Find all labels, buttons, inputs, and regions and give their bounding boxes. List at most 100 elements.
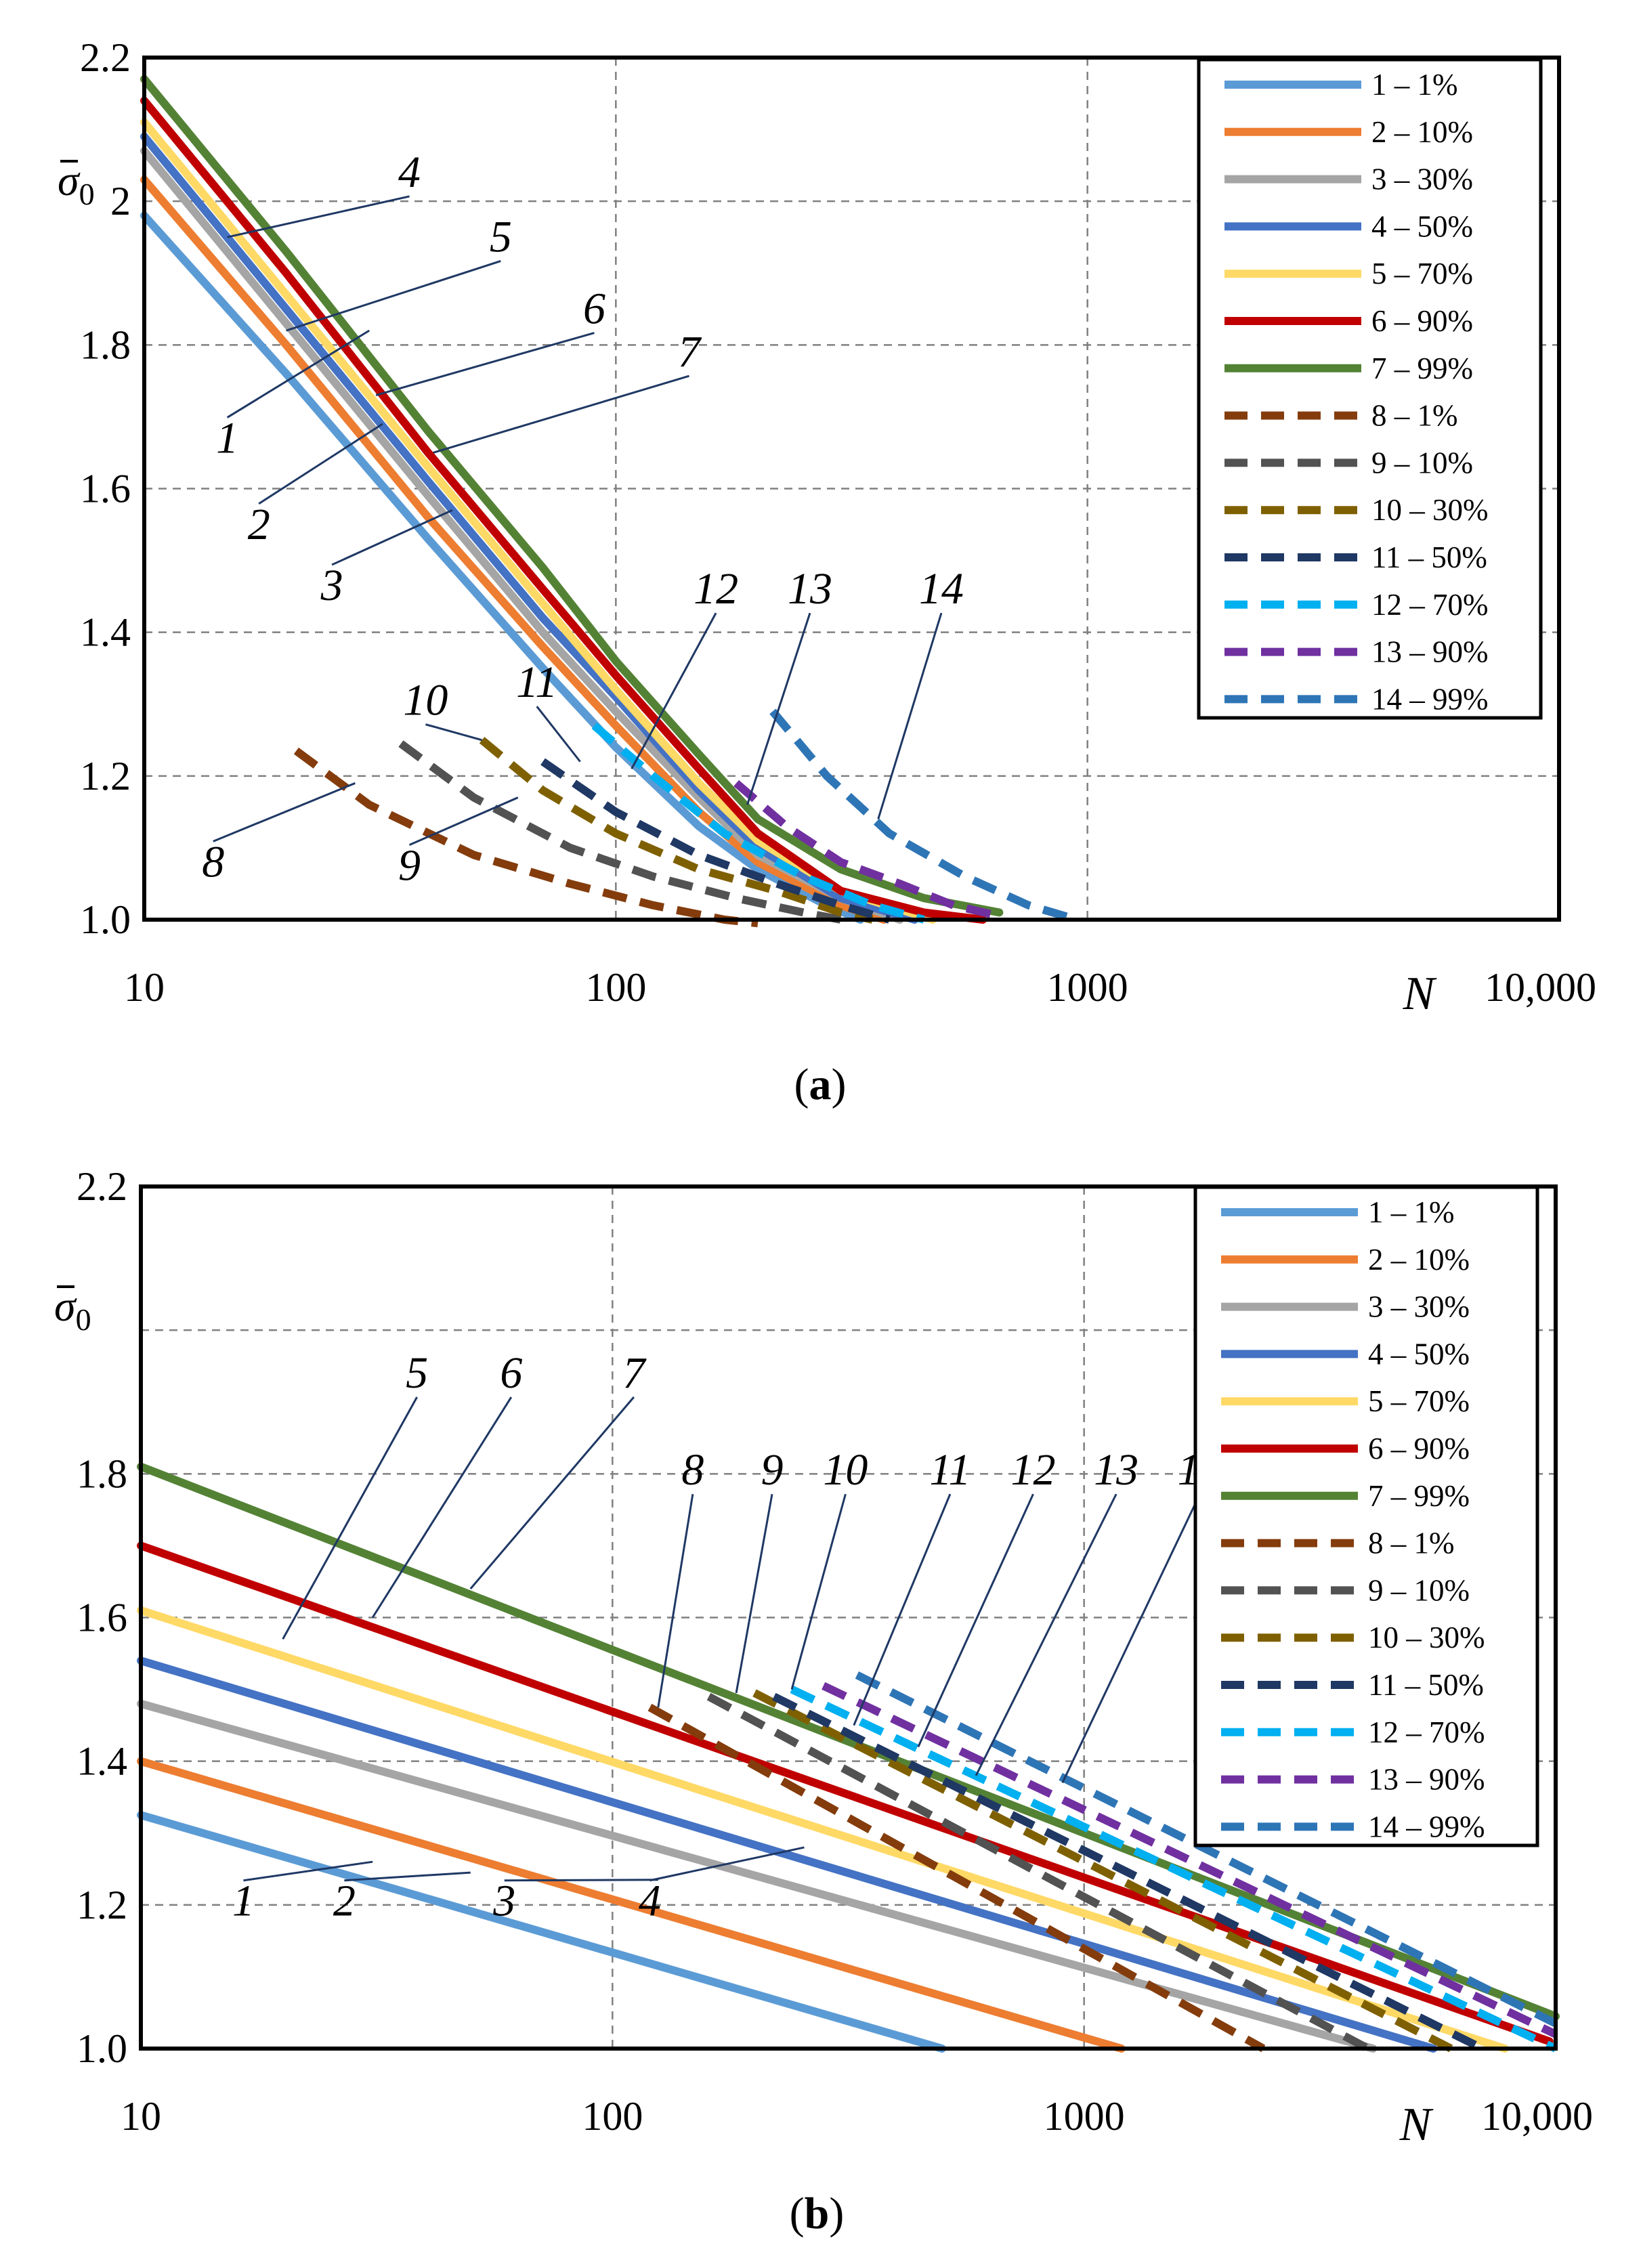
leader-line-2	[344, 1871, 471, 1882]
series-line-10	[479, 737, 874, 924]
leader-line-8	[213, 782, 356, 842]
curve-label-10: 10	[823, 1445, 868, 1495]
y-axis-label-subscript: 0	[79, 177, 95, 211]
curve-label-9: 9	[761, 1445, 784, 1495]
y-tick-label: 1.0	[80, 897, 131, 942]
legend-entry-5: 5 – 70%	[1368, 1384, 1470, 1418]
plot-frame	[139, 1184, 1558, 2051]
legend-entry-5: 5 – 70%	[1371, 257, 1473, 291]
x-tick-label: 100	[582, 2094, 643, 2139]
panel-caption: (a)	[794, 1060, 847, 1109]
leader-line-6	[375, 332, 595, 397]
series-line-9	[706, 1692, 1370, 2053]
legend-entry-14: 14 – 99%	[1371, 682, 1489, 716]
curve-label-10: 10	[403, 676, 448, 725]
y-tick-label: 1.2	[77, 1883, 127, 1927]
x-axis-label: N	[1399, 2099, 1434, 2151]
legend-entry-4: 4 – 50%	[1368, 1337, 1470, 1371]
leader-line-6	[371, 1396, 513, 1619]
curve-label-3: 3	[492, 1877, 515, 1926]
legend-entry-3: 3 – 30%	[1368, 1290, 1470, 1324]
y-tick-label: 2	[110, 179, 131, 223]
y-tick-label: 1.4	[80, 610, 131, 655]
legend-entry-1: 1 – 1%	[1371, 68, 1458, 102]
y-tick-label: 2.2	[80, 35, 131, 80]
legend-entry-11: 11 – 50%	[1371, 540, 1487, 574]
x-tick-label: 10	[124, 965, 165, 1010]
y-axis-label-symbol: σ	[54, 1282, 77, 1330]
legend-entry-4: 4 – 50%	[1371, 209, 1473, 243]
leader-line-10	[425, 723, 482, 742]
legend-entry-9: 9 – 10%	[1368, 1573, 1470, 1607]
series-line-9	[398, 740, 842, 924]
series-line-10	[752, 1689, 1453, 2053]
curve-label-4: 4	[639, 1877, 661, 1926]
curve-label-9: 9	[398, 841, 421, 891]
legend-entry-1: 1 – 1%	[1368, 1195, 1455, 1229]
caption-letter: b	[805, 2189, 830, 2238]
curve-label-13: 13	[788, 564, 832, 614]
leader-line-3	[331, 509, 453, 566]
caption-letter: a	[809, 1060, 832, 1109]
curve-label-6: 6	[500, 1348, 522, 1398]
legend-entry-8: 8 – 1%	[1371, 399, 1458, 433]
curve-label-11: 11	[516, 658, 557, 707]
legend-entry-12: 12 – 70%	[1368, 1715, 1485, 1749]
leader-line-11	[853, 1493, 952, 1726]
curve-label-4: 4	[398, 148, 421, 197]
legend-box	[1197, 58, 1543, 720]
plot-frame	[142, 56, 1561, 922]
legend-entry-7: 7 – 99%	[1371, 351, 1473, 385]
y-axis-label-symbol: σ	[58, 156, 81, 205]
legend-entry-3: 3 – 30%	[1371, 163, 1473, 196]
x-tick-label: 10	[121, 2094, 161, 2139]
leader-line-5	[286, 259, 501, 332]
leader-line-1	[226, 329, 370, 419]
y-tick-label: 1.0	[77, 2026, 127, 2071]
legend-entry-12: 12 – 70%	[1371, 588, 1489, 622]
legend-entry-14: 14 – 99%	[1368, 1810, 1485, 1843]
legend-entry-11: 11 – 50%	[1368, 1668, 1484, 1702]
y-tick-label: 1.6	[77, 1596, 127, 1640]
leader-line-14	[877, 612, 943, 819]
gridlines	[144, 56, 1559, 920]
series-line-11	[772, 1692, 1485, 2053]
curve-label-7: 7	[678, 327, 702, 377]
x-tick-label: 100	[585, 965, 646, 1010]
series-line-1	[140, 211, 865, 924]
curve-label-5: 5	[490, 212, 512, 261]
x-tick-label: 1000	[1047, 965, 1128, 1010]
y-tick-label: 1.8	[80, 322, 131, 367]
caption-open-paren: (	[790, 2189, 805, 2238]
y-tick-label: 2.2	[77, 1164, 127, 1209]
leader-line-14	[1061, 1493, 1201, 1784]
x-tick-label: 1000	[1044, 2094, 1125, 2139]
y-tick-label: 1.6	[80, 467, 131, 511]
curve-label-12: 12	[694, 564, 738, 614]
series-line-6	[137, 1541, 1554, 2046]
curve-label-14: 14	[919, 564, 964, 614]
series-line-2	[137, 1757, 1126, 2053]
gridlines	[141, 1185, 1556, 2049]
curve-label-5: 5	[406, 1348, 428, 1398]
x-axis-label: N	[1403, 968, 1437, 1020]
series-line-4	[137, 1656, 1438, 2053]
leader-line-7	[469, 1396, 635, 1590]
leader-line-11	[536, 706, 581, 763]
series-group	[137, 1462, 1560, 2053]
curve-label-2: 2	[333, 1877, 356, 1926]
series-line-2	[140, 175, 888, 924]
leader-line-4	[649, 1846, 805, 1882]
curve-label-8: 8	[202, 837, 224, 886]
legend-entry-9: 9 – 10%	[1371, 446, 1473, 479]
leader-line-12	[917, 1493, 1034, 1748]
series-line-14	[855, 1671, 1558, 2028]
leader-line-10	[790, 1493, 847, 1690]
series-line-5	[137, 1606, 1509, 2053]
legend-entry-13: 13 – 90%	[1371, 635, 1489, 669]
curve-label-3: 3	[320, 561, 343, 610]
curve-label-1: 1	[216, 413, 238, 463]
leader-line-1	[243, 1860, 373, 1882]
